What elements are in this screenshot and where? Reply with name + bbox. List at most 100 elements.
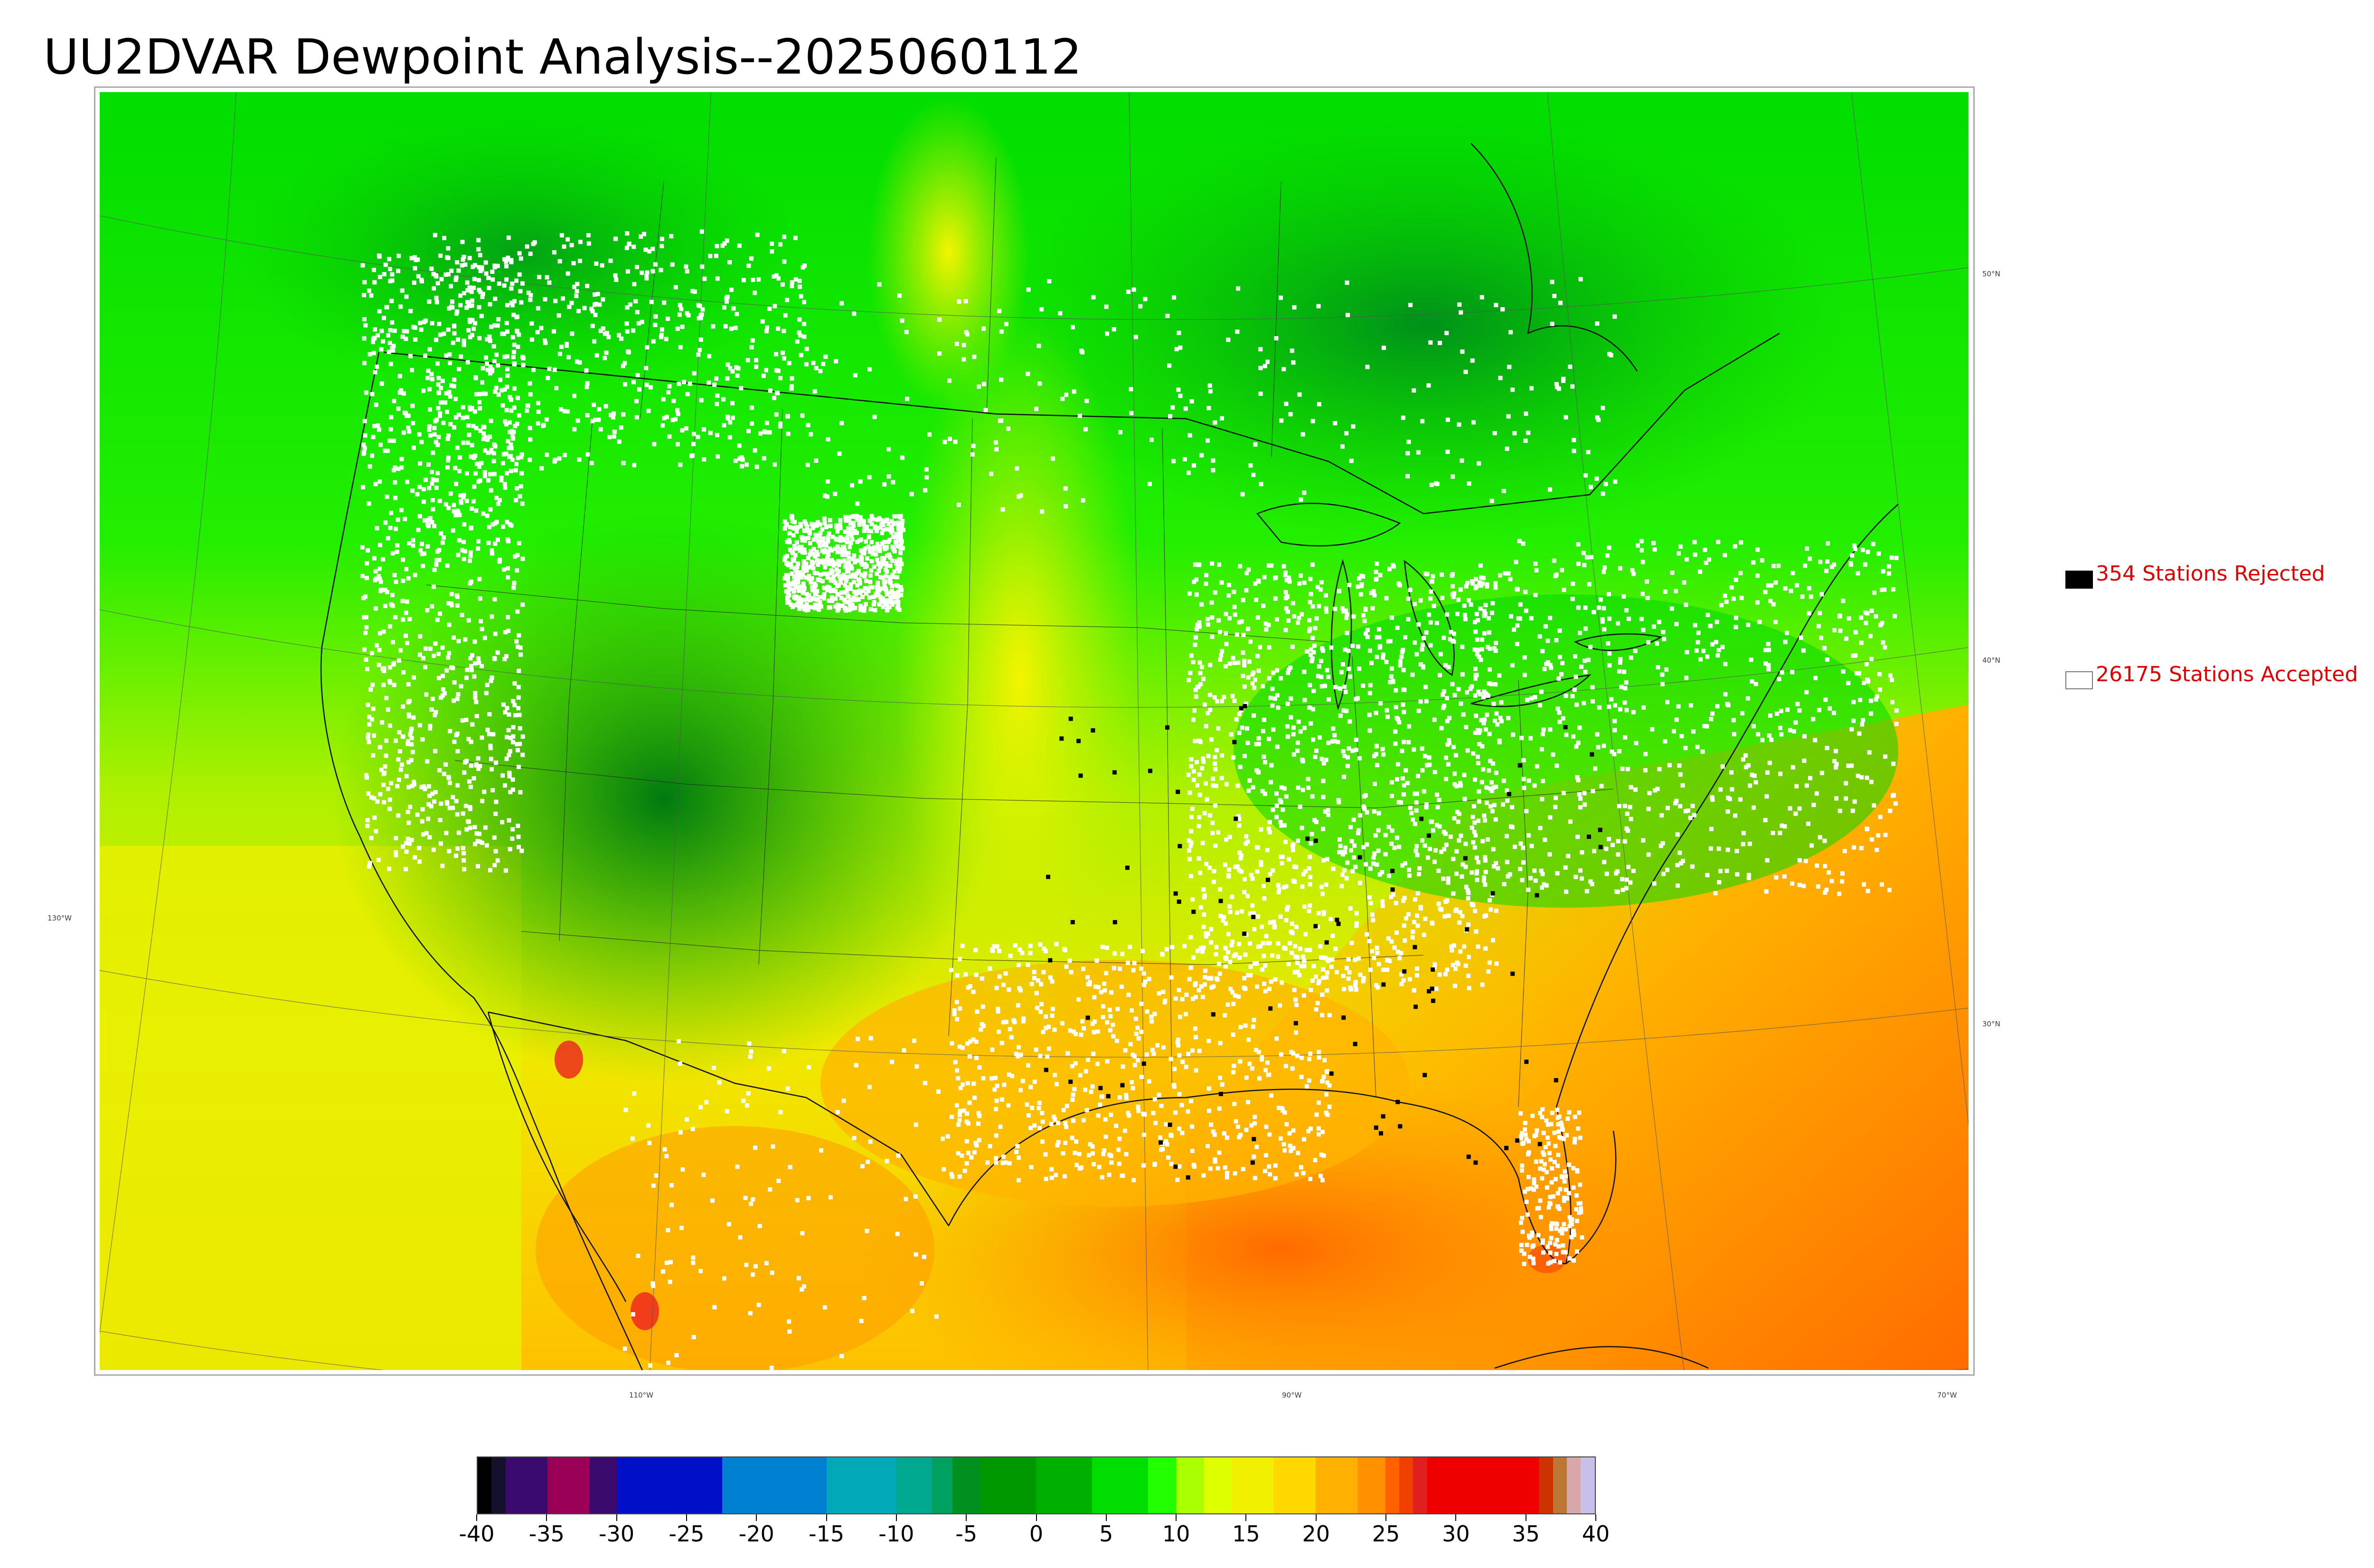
- accepted-station-marker: [1211, 776, 1215, 781]
- accepted-station-marker: [1522, 655, 1527, 660]
- accepted-station-marker: [1545, 638, 1550, 643]
- accepted-station-marker: [1445, 417, 1450, 422]
- accepted-station-marker: [1308, 577, 1313, 582]
- accepted-station-marker: [1226, 873, 1231, 878]
- accepted-station-marker: [1351, 817, 1356, 822]
- accepted-station-marker: [1558, 1120, 1563, 1125]
- accepted-station-marker: [1241, 1167, 1245, 1172]
- accepted-station-marker: [1230, 694, 1235, 698]
- accepted-station-marker: [1217, 971, 1222, 976]
- accepted-station-marker: [749, 405, 754, 410]
- accepted-station-marker: [431, 272, 436, 276]
- accepted-station-marker: [1291, 360, 1296, 365]
- accepted-station-marker: [1470, 870, 1474, 875]
- accepted-station-marker: [518, 494, 522, 498]
- accepted-station-marker: [1190, 1124, 1195, 1129]
- accepted-station-marker: [451, 806, 455, 810]
- accepted-station-marker: [1228, 910, 1233, 914]
- accepted-station-marker: [834, 567, 839, 572]
- accepted-station-marker: [1213, 590, 1217, 595]
- accepted-station-marker: [1793, 720, 1798, 725]
- accepted-station-marker: [1200, 841, 1205, 845]
- accepted-station-marker: [1521, 758, 1526, 762]
- accepted-station-marker: [834, 525, 838, 529]
- accepted-station-marker: [1320, 1178, 1325, 1183]
- accepted-station-marker: [1522, 786, 1526, 790]
- accepted-station-marker: [783, 313, 788, 318]
- accepted-station-marker: [729, 288, 734, 292]
- accepted-station-marker: [1203, 781, 1208, 786]
- accepted-station-marker: [1477, 742, 1482, 747]
- accepted-station-marker: [950, 1174, 955, 1179]
- accepted-station-marker: [858, 518, 863, 523]
- accepted-station-marker: [1128, 945, 1132, 949]
- accepted-station-marker: [1189, 399, 1194, 404]
- accepted-station-marker: [1565, 1117, 1570, 1121]
- accepted-station-marker: [1273, 1163, 1278, 1168]
- accepted-station-marker: [1237, 620, 1242, 625]
- accepted-station-marker: [992, 1087, 997, 1092]
- accepted-station-marker: [1264, 1125, 1269, 1129]
- accepted-station-marker: [1125, 960, 1130, 965]
- accepted-station-marker: [1205, 617, 1210, 621]
- accepted-station-marker: [1028, 1085, 1033, 1089]
- accepted-station-marker: [1193, 995, 1198, 999]
- accepted-station-marker: [1261, 941, 1265, 946]
- accepted-station-marker: [1626, 864, 1630, 869]
- accepted-station-marker: [1567, 1224, 1572, 1229]
- accepted-station-marker: [1342, 685, 1347, 689]
- accepted-station-marker: [785, 594, 790, 599]
- accepted-station-marker: [1824, 888, 1829, 892]
- accepted-station-marker: [406, 576, 411, 581]
- accepted-station-marker: [425, 608, 430, 612]
- accepted-station-marker: [1489, 780, 1494, 785]
- accepted-station-marker: [1538, 1166, 1542, 1171]
- accepted-station-marker: [1460, 874, 1464, 879]
- accepted-station-marker: [1229, 943, 1234, 948]
- accepted-station-marker: [1640, 560, 1645, 564]
- accepted-station-marker: [506, 255, 510, 260]
- accepted-station-marker: [1575, 775, 1580, 779]
- accepted-station-marker: [1074, 1139, 1079, 1144]
- accepted-station-marker: [1123, 1048, 1128, 1052]
- accepted-station-marker: [1252, 1018, 1256, 1023]
- accepted-station-marker: [1715, 653, 1720, 658]
- accepted-station-marker: [1330, 933, 1335, 938]
- accepted-station-marker: [717, 1080, 722, 1085]
- accepted-station-marker: [716, 454, 720, 459]
- accepted-station-marker: [1540, 872, 1545, 876]
- accepted-station-marker: [1487, 960, 1492, 965]
- accepted-station-marker: [1671, 729, 1676, 733]
- accepted-station-marker: [1476, 761, 1480, 766]
- accepted-station-marker: [1139, 1002, 1144, 1006]
- accepted-station-marker: [1214, 976, 1219, 981]
- accepted-station-marker: [883, 574, 888, 579]
- accepted-station-marker: [409, 726, 414, 731]
- accepted-station-marker: [1844, 781, 1848, 786]
- accepted-station-marker: [1690, 864, 1695, 869]
- accepted-station-marker: [454, 481, 458, 486]
- accepted-station-marker: [364, 576, 369, 581]
- accepted-station-marker: [379, 347, 384, 352]
- accepted-station-marker: [1572, 449, 1576, 453]
- accepted-station-marker: [1081, 967, 1085, 971]
- accepted-station-marker: [479, 314, 484, 319]
- accepted-station-marker: [375, 526, 379, 531]
- accepted-station-marker: [1739, 596, 1744, 601]
- accepted-station-marker: [488, 868, 492, 873]
- accepted-station-marker: [467, 558, 472, 563]
- accepted-station-marker: [737, 244, 742, 248]
- accepted-station-marker: [387, 665, 392, 670]
- accepted-station-marker: [1623, 686, 1628, 691]
- accepted-station-marker: [1797, 858, 1802, 863]
- accepted-station-marker: [1317, 664, 1321, 669]
- accepted-station-marker: [1387, 567, 1392, 572]
- accepted-station-marker: [448, 394, 452, 399]
- accepted-station-marker: [861, 522, 866, 527]
- accepted-station-marker: [1764, 889, 1769, 894]
- accepted-station-marker: [487, 286, 491, 291]
- accepted-station-marker: [1267, 941, 1272, 946]
- accepted-station-marker: [1363, 631, 1368, 636]
- accepted-station-marker: [486, 478, 490, 483]
- accepted-station-marker: [634, 265, 639, 269]
